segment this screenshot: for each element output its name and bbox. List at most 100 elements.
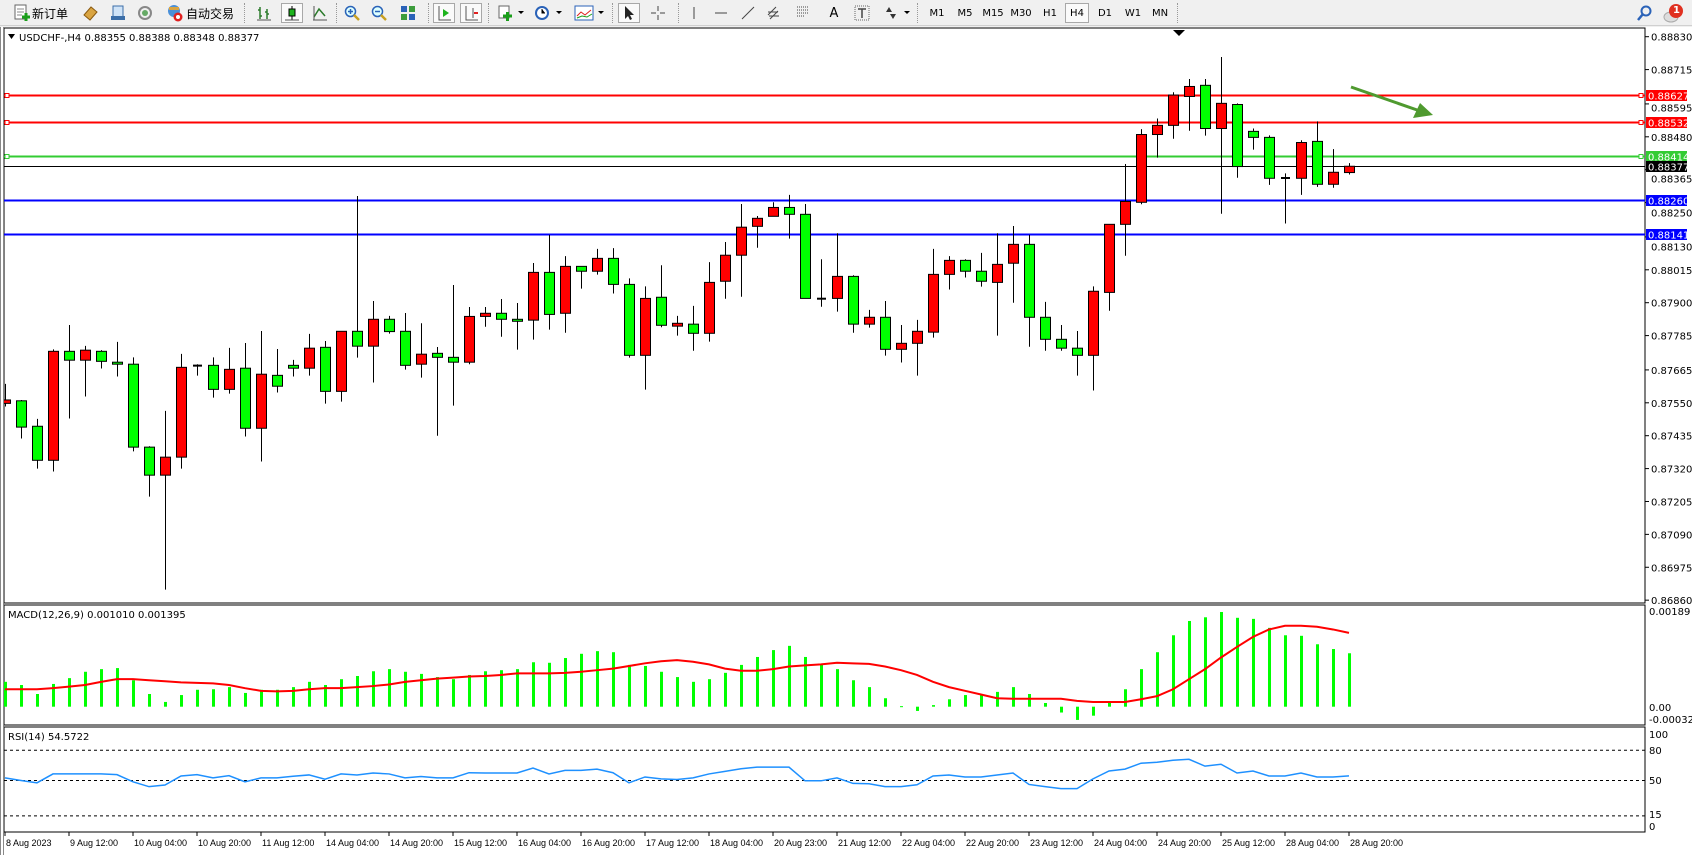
text-tool-button[interactable]: A	[829, 5, 839, 21]
candle	[576, 265, 587, 289]
chart-shift-button[interactable]	[460, 3, 482, 23]
new-order-button[interactable]: 新订单	[10, 3, 72, 23]
signals-button[interactable]	[135, 3, 155, 23]
timeframe-h1[interactable]: H1	[1043, 7, 1057, 19]
search-button[interactable]	[1634, 3, 1654, 23]
timeframe-m30[interactable]: M30	[1010, 7, 1032, 19]
templates-button[interactable]	[572, 3, 608, 23]
equidistant-channel-button[interactable]	[765, 3, 785, 23]
auto-trading-button[interactable]: 自动交易	[162, 3, 238, 23]
macd-histogram-bar	[788, 645, 791, 707]
diamond-icon	[83, 6, 98, 21]
price-tick-label: 0.88595	[1651, 104, 1692, 115]
candle-body	[240, 367, 251, 429]
price-tag	[1646, 90, 1687, 101]
candle	[1216, 57, 1227, 214]
candle-body	[48, 350, 59, 461]
timeframe-m1[interactable]: M1	[929, 7, 945, 19]
macd-histogram-bar	[180, 695, 183, 707]
candle	[832, 233, 843, 312]
time-label: 10 Aug 04:00	[134, 838, 187, 848]
timeframe-d1[interactable]: D1	[1097, 7, 1113, 19]
drawn-arrow[interactable]	[1350, 85, 1433, 118]
candle	[80, 345, 91, 397]
candle-body	[608, 257, 619, 285]
candle	[1008, 226, 1019, 303]
rsi-label: RSI(14) 54.5722	[8, 732, 89, 743]
cursor-button[interactable]	[618, 3, 640, 23]
timeframe-w1[interactable]: W1	[1124, 7, 1142, 19]
candle	[1344, 163, 1355, 175]
candle	[304, 333, 315, 376]
macd-histogram-bar	[212, 689, 215, 707]
chart-shift-marker-icon[interactable]	[1173, 30, 1185, 36]
candle	[320, 341, 331, 404]
macd-histogram-bar	[1300, 635, 1303, 707]
indicators-button[interactable]	[496, 3, 528, 23]
toolbar-separator	[428, 3, 429, 23]
macd-histogram-bar	[868, 687, 871, 707]
chart-window[interactable]: 0.88830 0.88715 0.88595 0.88480 0.88365 0.882…	[0, 27, 1692, 855]
tile-windows-button[interactable]	[398, 3, 418, 23]
candle-body	[544, 271, 555, 315]
market-watch-button[interactable]	[80, 3, 100, 23]
macd-histogram-bar	[724, 672, 727, 707]
candle	[256, 331, 267, 462]
timeframe-m15[interactable]: M15	[982, 7, 1004, 19]
clock-icon	[535, 6, 562, 20]
crosshair-button[interactable]	[648, 3, 668, 23]
vertical-line-button[interactable]	[684, 3, 704, 23]
macd-histogram-bar	[388, 669, 391, 707]
candlestick-icon	[285, 6, 299, 21]
candle-body	[976, 270, 987, 282]
candle-body	[1008, 243, 1019, 264]
candle	[288, 359, 299, 377]
timeframe-mn[interactable]: MN	[1151, 7, 1169, 19]
fibonacci-button[interactable]	[793, 3, 813, 23]
indicators-icon	[498, 5, 524, 21]
candlestick-chart-button[interactable]	[281, 3, 303, 23]
candle-body	[800, 213, 811, 299]
macd-histogram-bar	[660, 671, 663, 707]
candle	[720, 242, 731, 299]
navigator-button[interactable]	[108, 3, 128, 23]
candle	[400, 312, 411, 370]
zoom-out-button[interactable]	[369, 3, 389, 23]
macd-histogram-bar	[452, 679, 455, 707]
timeframe-m5[interactable]: M5	[957, 7, 973, 19]
auto-scroll-button[interactable]	[433, 3, 455, 23]
line-handle-left	[4, 154, 10, 159]
candle-body	[1120, 200, 1131, 225]
candle	[144, 446, 155, 497]
macd-histogram-bar	[836, 669, 839, 707]
candle-body	[1248, 130, 1259, 138]
zoom-in-button[interactable]	[342, 3, 362, 23]
macd-signal-line	[5, 624, 1350, 703]
signal-icon	[138, 6, 152, 20]
horizontal-line-icon	[715, 12, 727, 14]
notifications-button[interactable]: 1	[1662, 3, 1686, 23]
line-chart-button[interactable]	[310, 3, 330, 23]
price-tag-label: 0.88414	[1648, 153, 1689, 164]
rsi-axis-label: 100	[1649, 730, 1668, 741]
periods-button[interactable]	[532, 3, 566, 23]
candle-body	[336, 330, 347, 392]
candle	[1232, 103, 1243, 178]
chart-canvas[interactable]: 0.88830 0.88715 0.88595 0.88480 0.88365 0.882…	[4, 27, 1692, 855]
text-label-button[interactable]	[852, 3, 872, 23]
candle	[528, 262, 539, 340]
macd-histogram-bar	[1108, 702, 1111, 707]
horizontal-line-button[interactable]	[711, 3, 731, 23]
macd-histogram-bar	[1284, 635, 1287, 707]
timeframe-h4[interactable]: H4	[1065, 3, 1089, 23]
candle	[464, 306, 475, 365]
candle	[992, 233, 1003, 336]
price-tick-label: 0.88715	[1651, 66, 1692, 77]
candle	[352, 196, 363, 358]
trendline-button[interactable]	[738, 3, 758, 23]
arrows-button[interactable]	[880, 3, 914, 23]
candle	[384, 315, 395, 334]
time-label: 21 Aug 12:00	[838, 838, 891, 848]
bar-chart-button[interactable]	[254, 3, 274, 23]
rsi-axis-label: 15	[1649, 810, 1662, 821]
